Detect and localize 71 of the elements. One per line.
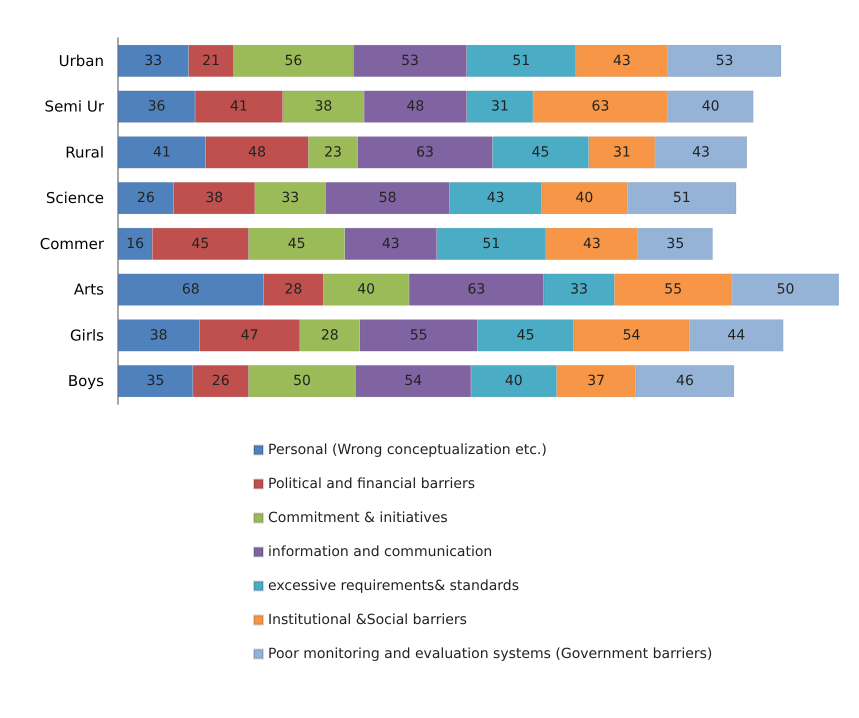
data-label: 44 — [727, 327, 746, 344]
data-label: 63 — [592, 98, 610, 115]
data-label: 26 — [136, 190, 155, 206]
data-label: 68 — [182, 282, 200, 298]
data-label: 40 — [702, 98, 720, 115]
legend-label: Commitment & initiatives — [268, 510, 448, 526]
data-label: 53 — [716, 52, 734, 69]
data-label: 55 — [664, 282, 682, 298]
data-label: 16 — [126, 236, 144, 252]
data-label: 41 — [152, 144, 171, 160]
data-label: 40 — [575, 190, 594, 206]
data-label: 51 — [512, 52, 530, 69]
data-label: 33 — [144, 52, 162, 69]
data-label: 47 — [240, 327, 258, 344]
data-label: 50 — [776, 282, 794, 298]
y-tick-label: Semi Ur — [44, 98, 105, 116]
data-label: 26 — [212, 373, 230, 390]
legend-label: Personal (Wrong conceptualization etc.) — [268, 442, 547, 458]
data-label: 43 — [582, 236, 601, 252]
data-label: 23 — [324, 144, 342, 160]
data-label: 38 — [150, 327, 168, 344]
y-tick-label: Girls — [70, 326, 104, 344]
data-label: 21 — [202, 52, 220, 69]
data-label: 54 — [404, 373, 422, 390]
data-label: 45 — [191, 236, 210, 252]
data-label: 38 — [205, 190, 224, 206]
data-label: 45 — [516, 327, 534, 344]
y-tick-label: Arts — [74, 280, 104, 299]
data-label: 43 — [486, 190, 505, 206]
data-label: 40 — [504, 373, 523, 390]
data-label: 51 — [482, 236, 500, 252]
data-label: 43 — [382, 236, 400, 252]
data-label: 54 — [622, 327, 640, 344]
data-label: 56 — [284, 52, 302, 69]
data-label: 48 — [248, 144, 266, 160]
data-label: 45 — [532, 144, 550, 160]
y-tick-label: Commer — [40, 234, 105, 253]
legend-label: information and communication — [268, 544, 492, 560]
data-label: 43 — [692, 144, 710, 160]
y-tick-label: Science — [46, 189, 104, 208]
data-label: 63 — [467, 282, 486, 298]
legend-label: Poor monitoring and evaluation systems (Government barriers) — [268, 646, 712, 662]
data-label: 41 — [230, 98, 248, 115]
data-label: 35 — [146, 373, 164, 390]
legend-label: Political and financial barriers — [268, 476, 476, 492]
y-tick-label: Rural — [65, 143, 104, 162]
data-label: 48 — [406, 98, 424, 115]
data-label: 50 — [293, 373, 311, 390]
data-label: 38 — [314, 98, 332, 115]
data-label: 35 — [666, 236, 684, 252]
data-label: 46 — [676, 373, 694, 390]
data-label: 40 — [357, 282, 376, 298]
data-label: 53 — [401, 52, 419, 69]
data-label: 36 — [148, 98, 166, 115]
data-label: 58 — [378, 190, 396, 206]
data-label: 43 — [612, 52, 631, 69]
y-tick-label: Urban — [58, 52, 104, 70]
data-label: 28 — [284, 282, 302, 298]
data-label: 31 — [612, 144, 631, 160]
data-label: 33 — [281, 190, 300, 206]
data-label: 37 — [587, 373, 606, 390]
data-label: 28 — [320, 327, 339, 344]
data-label: 55 — [410, 327, 428, 344]
data-label: 31 — [490, 98, 509, 115]
y-tick-label: Boys — [68, 372, 104, 390]
data-label: 33 — [570, 282, 588, 298]
data-label: 63 — [416, 144, 434, 160]
legend-label: excessive requirements& standards — [268, 578, 519, 594]
data-label: 45 — [288, 236, 306, 252]
legend-label: Institutional &Social barriers — [268, 612, 467, 628]
data-label: 51 — [672, 190, 691, 206]
